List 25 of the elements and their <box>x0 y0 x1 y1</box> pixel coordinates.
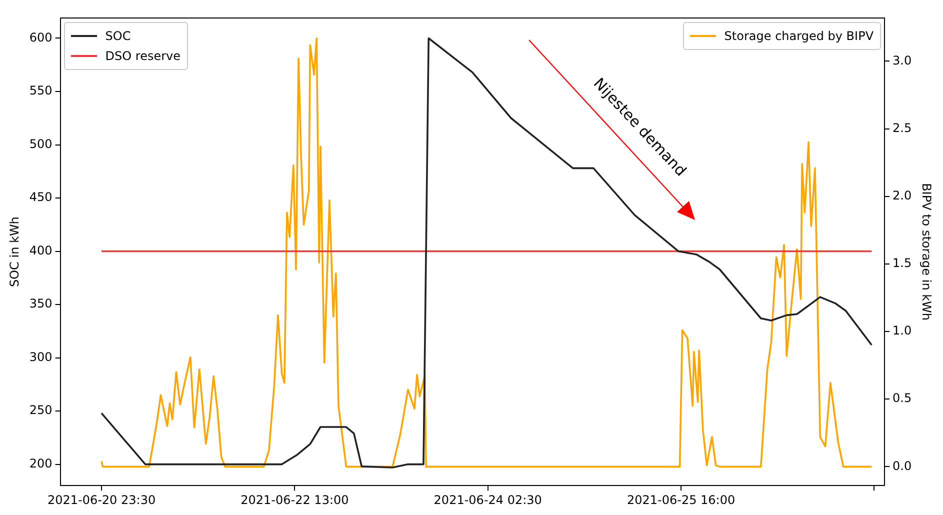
y-tick-label: 200 <box>29 456 52 470</box>
y2-tick-label: 0.5 <box>892 391 912 406</box>
y2-axis-title: BIPV to storage in kWh <box>920 183 934 321</box>
y2-tick-label: 2.0 <box>892 188 912 203</box>
y2-tick-label: 1.5 <box>892 256 912 270</box>
legend-label: SOC <box>105 29 131 43</box>
x-tick-label: 2021-06-24 02:30 <box>434 492 542 507</box>
y2-tick-label: 0.0 <box>892 458 912 473</box>
y-tick-label: 500 <box>29 136 52 151</box>
y-tick-label: 400 <box>29 243 52 258</box>
y-tick-label: 300 <box>29 350 52 364</box>
y-tick-label: 600 <box>29 30 52 44</box>
y-tick-label: 350 <box>29 296 52 311</box>
y-tick-label: 450 <box>29 190 52 204</box>
x-tick-label: 2021-06-25 16:00 <box>626 492 736 507</box>
y2-tick-label: 1.0 <box>892 324 912 338</box>
y-tick-label: 250 <box>29 403 52 418</box>
y-tick-label: 550 <box>29 84 52 98</box>
y2-tick-label: 3.0 <box>892 53 912 68</box>
legend-label: Storage charged by BIPV <box>724 29 874 43</box>
x-tick-label: 2021-06-20 23:30 <box>47 492 156 507</box>
legend-label: DSO reserve <box>105 49 181 63</box>
x-tick-label: 2021-06-22 13:00 <box>240 492 349 507</box>
y-axis-title: SOC in kWh <box>7 216 22 288</box>
y2-tick-label: 2.5 <box>892 120 912 135</box>
